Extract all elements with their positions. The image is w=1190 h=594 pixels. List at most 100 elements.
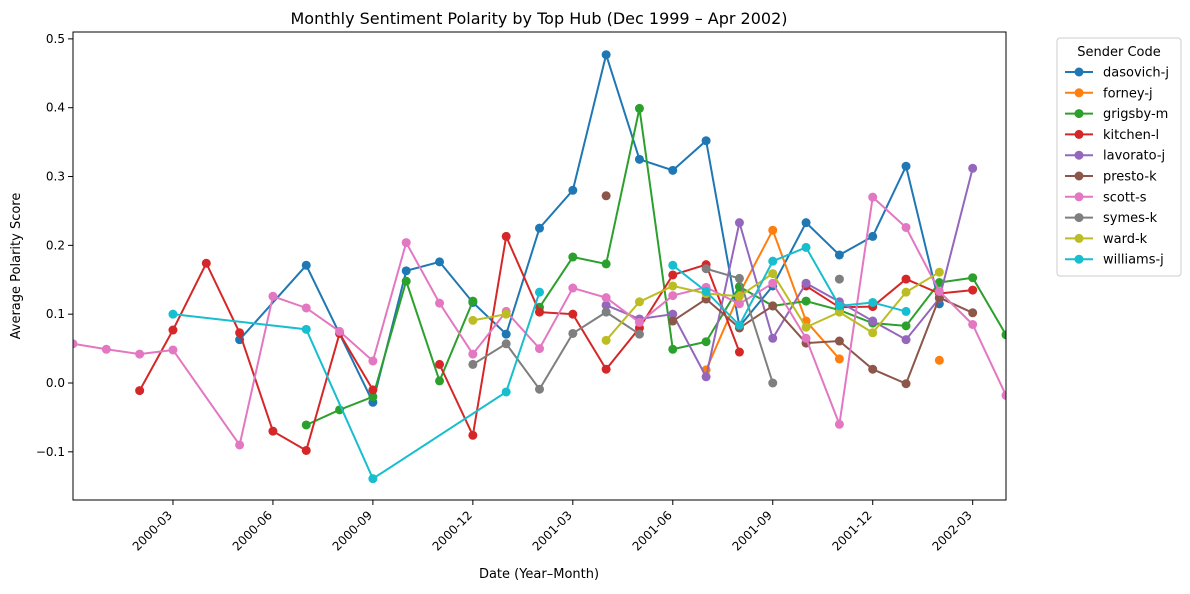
legend-swatch-marker [1074,67,1084,77]
y-tick-label: 0.2 [46,238,65,252]
data-point-kitchen-l [301,445,311,455]
data-point-lavorato-j [868,316,878,326]
data-point-scott-s [73,339,78,349]
data-point-scott-s [335,326,345,336]
data-point-williams-j [901,306,911,316]
data-point-ward-k [601,335,611,345]
data-point-symes-k [601,307,611,317]
data-point-symes-k [701,264,711,274]
data-point-williams-j [834,301,844,311]
series-layer [73,50,1006,484]
legend-item: scott-s [1065,190,1147,205]
data-point-williams-j [501,387,511,397]
x-tick-label: 2000-09 [330,508,375,553]
data-point-presto-k [868,364,878,374]
data-point-scott-s [268,291,278,301]
data-point-scott-s [801,333,811,343]
data-point-grigsby-m [668,344,678,354]
y-tick-label: 0.0 [46,376,65,390]
data-point-dasovich-j [501,329,511,339]
data-point-lavorato-j [768,333,778,343]
data-point-grigsby-m [401,276,411,286]
series-line-dasovich-j [238,51,941,406]
data-point-williams-j [768,256,778,266]
data-point-williams-j [801,242,811,252]
data-point-kitchen-l [668,270,678,280]
data-point-dasovich-j [634,154,644,164]
data-point-presto-k [601,191,611,201]
data-point-kitchen-l [501,231,511,241]
data-point-kitchen-l [201,258,211,268]
data-point-ward-k [468,315,478,325]
data-point-scott-s [768,278,778,288]
series-line-kitchen-l [138,260,374,452]
data-point-grigsby-m [301,420,311,430]
series-line-grigsby-m [305,277,474,426]
series-line-kitchen-l [805,277,973,309]
data-point-scott-s [934,286,944,296]
data-point-dasovich-j [401,266,411,276]
legend-label: williams-j [1103,253,1164,268]
data-point-scott-s [634,317,644,327]
data-point-ward-k [901,287,911,297]
legend-label: ward-k [1103,232,1148,247]
data-point-scott-s [235,440,245,450]
data-point-kitchen-l [568,309,578,319]
data-point-kitchen-l [968,285,978,295]
data-point-dasovich-j [301,260,311,270]
legend-item: symes-k [1065,211,1158,226]
data-point-symes-k [535,384,544,394]
y-tick-label: 0.3 [46,170,65,184]
series-line-symes-k [472,310,641,391]
legend-label: forney-j [1103,86,1153,101]
data-point-williams-j [168,309,178,319]
series-ward-k [468,267,944,345]
data-point-grigsby-m [701,337,711,347]
data-point-scott-s [401,238,411,248]
x-axis: 2000-03 2000-06 2000-09 2000-12 2001-03 2001-… [130,500,975,554]
legend-swatch-marker [1074,192,1084,202]
data-point-kitchen-l [235,328,245,338]
data-point-symes-k [634,329,644,339]
data-point-kitchen-l [734,347,744,357]
data-point-grigsby-m [934,278,944,288]
legend-item: williams-j [1065,253,1164,268]
data-point-grigsby-m [568,252,578,262]
chart-title: Monthly Sentiment Polarity by Top Hub (D… [290,9,787,28]
legend-item: kitchen-l [1065,128,1159,143]
data-point-lavorato-j [601,300,611,310]
legend-label: dasovich-j [1103,66,1169,81]
legend-item: dasovich-j [1065,66,1169,81]
data-point-scott-s [601,293,611,303]
series-williams-j [168,242,911,484]
data-point-ward-k [934,267,944,277]
data-point-scott-s [135,349,145,359]
data-point-ward-k [834,307,844,317]
data-point-dasovich-j [568,185,578,195]
data-point-symes-k [568,328,578,338]
data-point-ward-k [868,328,878,338]
data-point-kitchen-l [535,307,544,317]
legend-label: scott-s [1103,190,1147,205]
x-tick-label: 2002-03 [929,508,974,553]
data-point-grigsby-m [601,259,611,269]
data-point-scott-s [101,344,111,354]
data-point-kitchen-l [601,364,611,374]
data-point-ward-k [668,281,678,291]
data-point-grigsby-m [801,296,811,306]
data-point-symes-k [501,339,511,349]
legend-swatch-marker [1074,254,1084,264]
x-tick-label: 2000-12 [430,508,475,553]
legend-label: lavorato-j [1103,149,1165,164]
plot-frame [72,31,1007,501]
data-point-scott-s [834,419,844,429]
data-point-scott-s [435,298,445,308]
data-point-dasovich-j [834,250,844,260]
legend-swatch-marker [1074,129,1084,139]
data-point-grigsby-m [435,376,445,386]
data-point-scott-s [568,283,578,293]
data-point-symes-k [834,274,844,284]
data-point-scott-s [1001,390,1006,400]
legend-box [1056,37,1182,277]
